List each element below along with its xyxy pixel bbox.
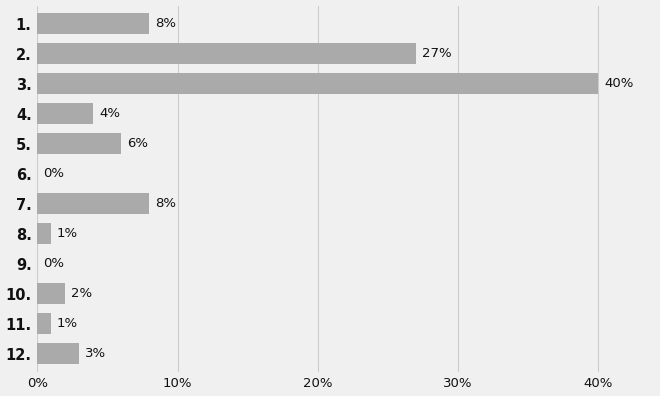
Text: 0%: 0% [43, 257, 64, 270]
Bar [37, 343, 79, 364]
Text: 4%: 4% [99, 107, 120, 120]
Bar [37, 313, 51, 334]
Bar [37, 193, 149, 214]
Bar [37, 103, 93, 124]
Bar [37, 13, 149, 34]
Text: 0%: 0% [43, 167, 64, 180]
Bar [37, 133, 121, 154]
Text: 2%: 2% [71, 287, 92, 300]
Bar [37, 43, 416, 64]
Text: 8%: 8% [155, 197, 176, 210]
Text: 1%: 1% [57, 317, 78, 330]
Bar [37, 223, 51, 244]
Text: 8%: 8% [155, 17, 176, 30]
Text: 1%: 1% [57, 227, 78, 240]
Text: 3%: 3% [85, 347, 106, 360]
Bar [37, 73, 599, 94]
Text: 27%: 27% [422, 47, 451, 60]
Text: 6%: 6% [127, 137, 148, 150]
Text: 40%: 40% [604, 77, 634, 90]
Bar [37, 283, 65, 305]
